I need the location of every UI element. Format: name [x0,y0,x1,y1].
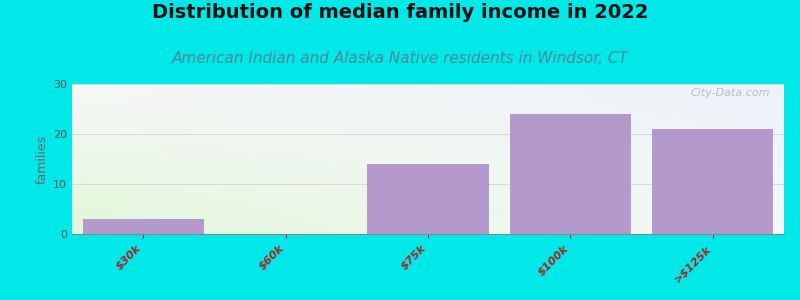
Text: City-Data.com: City-Data.com [690,88,770,98]
Bar [652,129,774,234]
Bar [510,114,631,234]
Text: Distribution of median family income in 2022: Distribution of median family income in … [152,3,648,22]
Bar [367,164,489,234]
Text: American Indian and Alaska Native residents in Windsor, CT: American Indian and Alaska Native reside… [171,51,629,66]
Bar [82,219,204,234]
Y-axis label: families: families [36,134,49,184]
